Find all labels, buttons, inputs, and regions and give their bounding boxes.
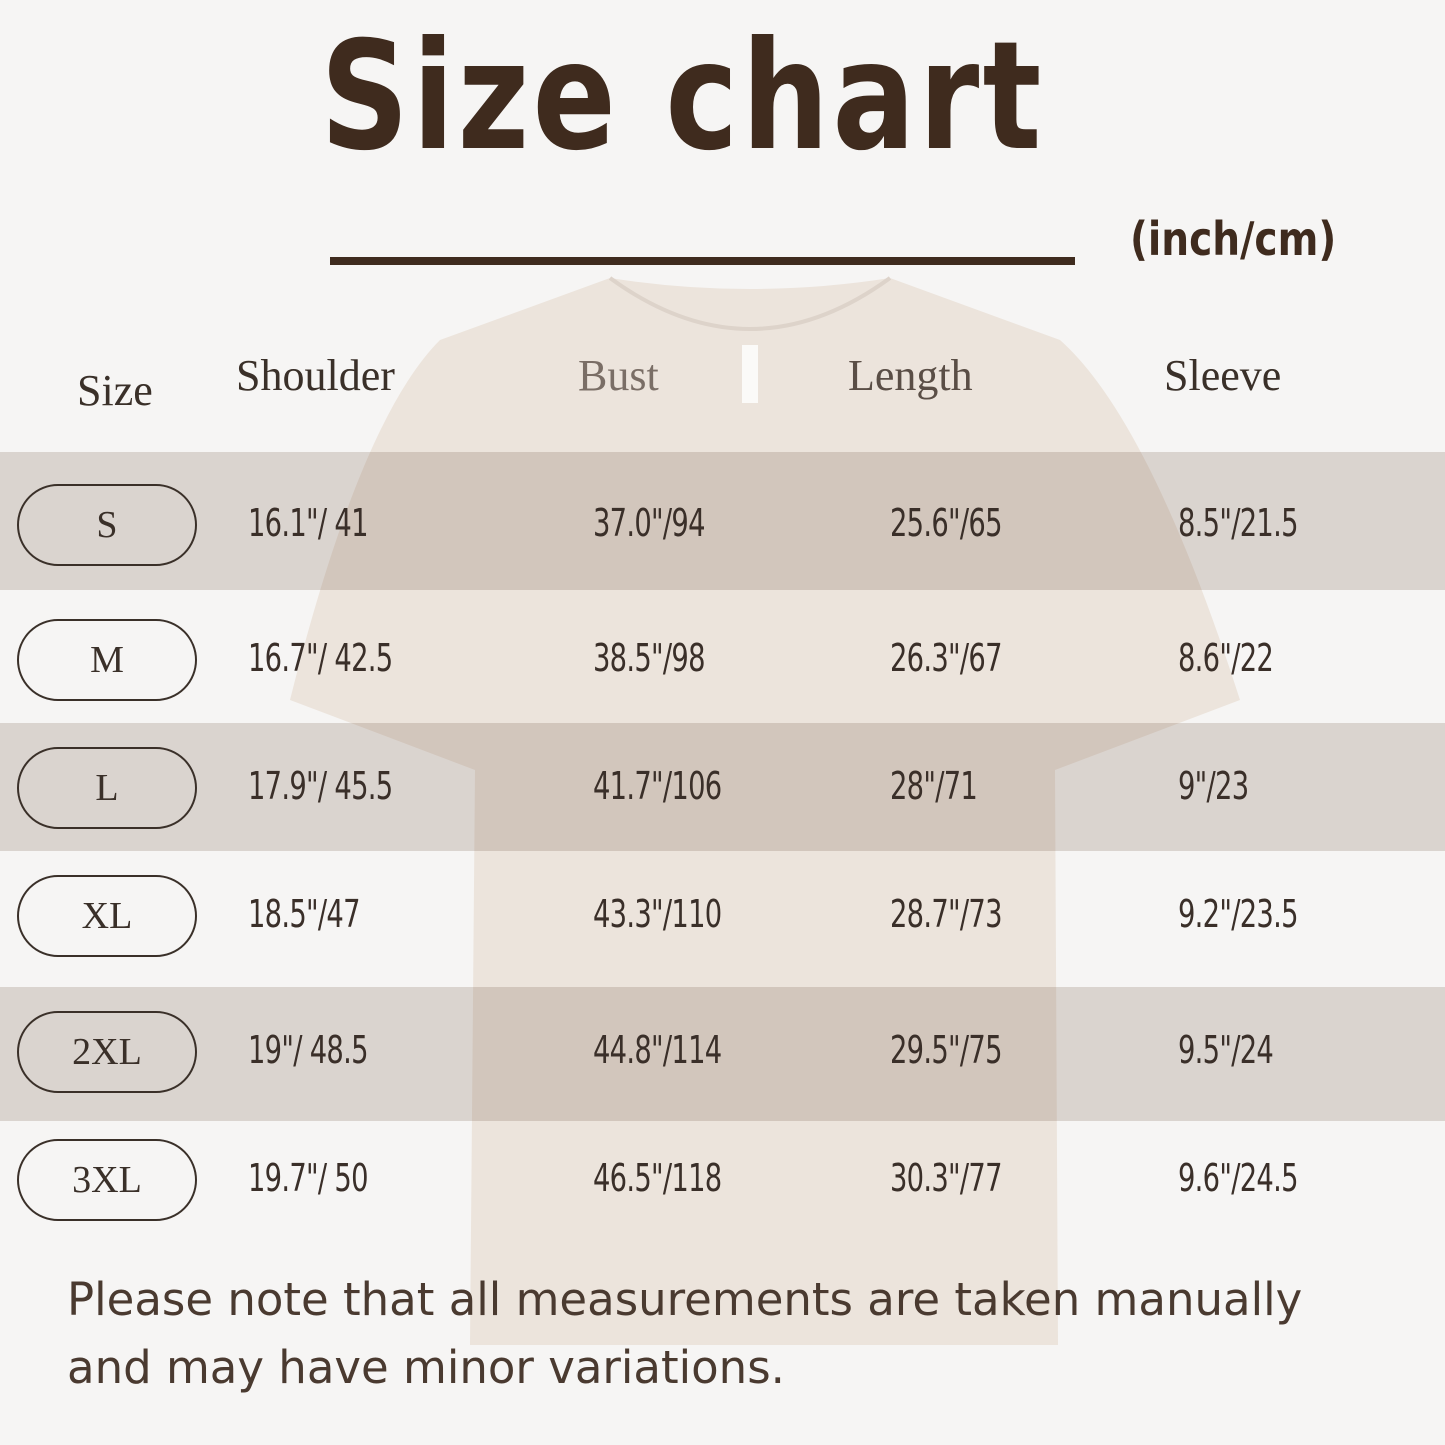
sleeve-value: 8.6"/22 [1178, 636, 1274, 680]
row-band [0, 987, 1445, 1121]
shoulder-value: 17.9"/ 45.5 [248, 764, 393, 808]
header-length: Length [848, 351, 973, 400]
sleeve-value: 9.5"/24 [1178, 1028, 1274, 1072]
shoulder-value: 16.7"/ 42.5 [248, 636, 393, 680]
unit-label: (inch/cm) [1130, 212, 1337, 266]
bust-value: 44.8"/114 [593, 1028, 722, 1072]
length-value: 29.5"/75 [890, 1028, 1003, 1072]
size-pill-2xl: 2XL [17, 1011, 197, 1093]
length-value: 25.6"/65 [890, 501, 1003, 545]
bust-value: 43.3"/110 [593, 892, 722, 936]
size-pill-l: L [17, 747, 197, 829]
header-shoulder: Shoulder [236, 351, 395, 400]
note-line-1: Please note that all measurements are ta… [67, 1273, 1303, 1326]
row-band [0, 452, 1445, 590]
bust-value: 37.0"/94 [593, 501, 706, 545]
size-pill-3xl: 3XL [17, 1139, 197, 1221]
title-underline [330, 257, 1075, 265]
size-pill-xl: XL [17, 875, 197, 957]
header-size: Size [77, 366, 153, 415]
sleeve-value: 9.2"/23.5 [1178, 892, 1298, 936]
sleeve-value: 8.5"/21.5 [1178, 501, 1298, 545]
header-bust: Bust [578, 351, 659, 400]
shoulder-value: 16.1"/ 41 [248, 501, 368, 545]
size-pill-m: M [17, 619, 197, 701]
shoulder-value: 18.5"/47 [248, 892, 361, 936]
bust-value: 46.5"/118 [593, 1156, 722, 1200]
size-pill-s: S [17, 484, 197, 566]
length-value: 26.3"/67 [890, 636, 1003, 680]
bust-value: 41.7"/106 [593, 764, 722, 808]
length-value: 30.3"/77 [890, 1156, 1003, 1200]
note-line-2: and may have minor variations. [67, 1341, 785, 1394]
disclaimer-note: Please note that all measurements are ta… [67, 1266, 1367, 1402]
length-value: 28"/71 [890, 764, 978, 808]
row-band [0, 723, 1445, 851]
bust-value: 38.5"/98 [593, 636, 706, 680]
header-sleeve: Sleeve [1164, 351, 1282, 400]
length-value: 28.7"/73 [890, 892, 1003, 936]
page-title: Size chart [320, 10, 1045, 184]
sleeve-value: 9"/23 [1178, 764, 1249, 808]
sleeve-value: 9.6"/24.5 [1178, 1156, 1298, 1200]
shoulder-value: 19.7"/ 50 [248, 1156, 368, 1200]
shoulder-value: 19"/ 48.5 [248, 1028, 368, 1072]
